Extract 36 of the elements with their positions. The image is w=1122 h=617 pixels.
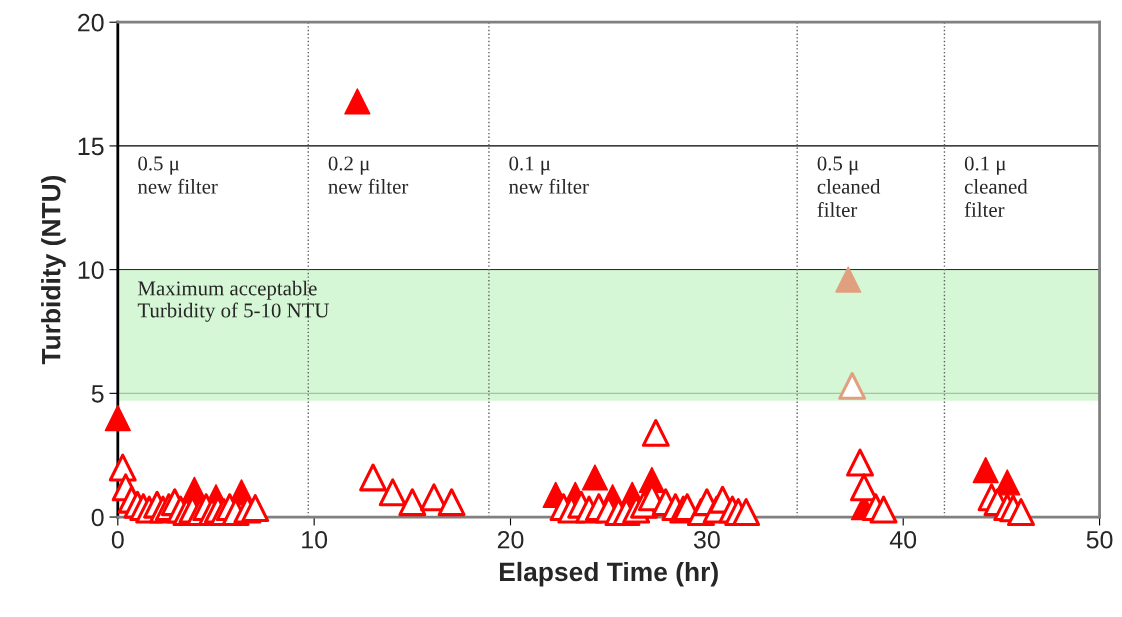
x-tick-label: 20 [497, 530, 524, 549]
x-tick-label: 30 [693, 530, 720, 549]
y-tick-label: 5 [91, 385, 104, 403]
point [359, 463, 388, 492]
point [378, 478, 407, 507]
y-tick-label: 10 [78, 261, 104, 279]
y-tick-label: 15 [78, 137, 104, 156]
point [641, 418, 670, 447]
x-tick-label: 50 [1086, 530, 1113, 549]
point [846, 448, 874, 477]
point [732, 498, 761, 527]
x-tick-label: 0 [111, 530, 124, 549]
x-axis-title: Elapsed Time (hr) [499, 561, 718, 587]
point [104, 404, 131, 432]
point [849, 473, 878, 502]
annotation: 0.5 μ cleaned filter [817, 156, 881, 217]
y-tick-label: 20 [78, 13, 104, 32]
annotation: 0.5 μ new filter [137, 156, 218, 194]
point [437, 488, 466, 517]
point [835, 266, 862, 293]
point [869, 495, 898, 524]
x-tick-label: 40 [889, 530, 917, 549]
point [581, 464, 609, 491]
band-label: Maximum acceptable Turbidity of 5-10 NTU [137, 280, 329, 322]
point [1007, 498, 1035, 527]
annotation: 0.2 μ new filter [328, 156, 409, 194]
y-axis-title: Turbidity (NTU) [41, 175, 66, 365]
point [398, 488, 427, 517]
point [241, 494, 270, 523]
x-tick-label: 10 [302, 530, 328, 549]
point [838, 371, 867, 400]
point [344, 88, 371, 115]
annotation: 0.1 μ new filter [509, 156, 589, 194]
y-tick-label: 0 [91, 508, 104, 527]
point [972, 456, 999, 484]
annotation: 0.1 μ cleaned filter [964, 156, 1028, 217]
